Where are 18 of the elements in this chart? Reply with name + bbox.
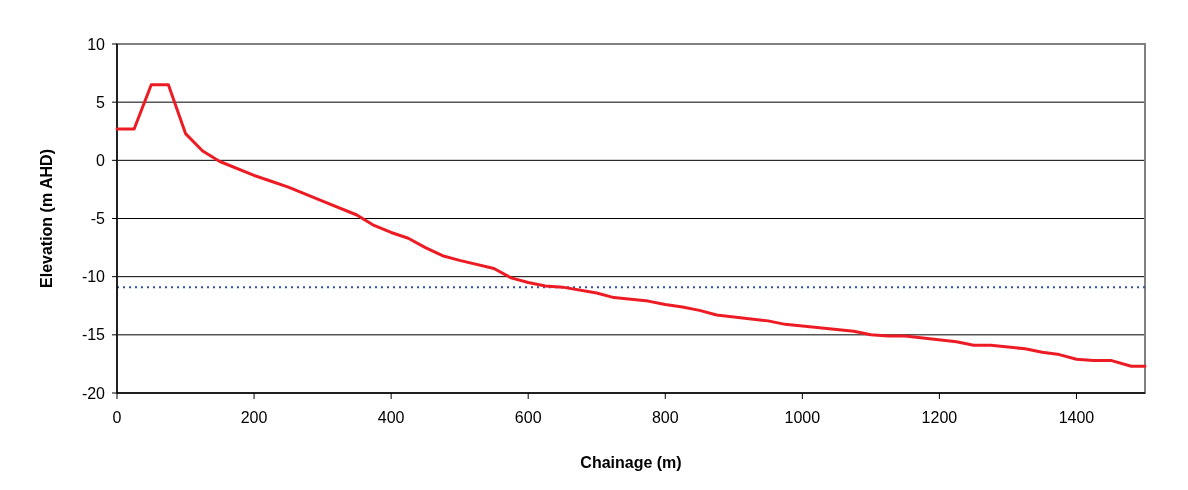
y-tick-label: 5	[96, 93, 106, 111]
x-tick-label: 1400	[1058, 409, 1095, 426]
x-tick-label: 0	[112, 409, 122, 426]
x-tick-label: 400	[377, 409, 405, 426]
y-tick-label: -15	[81, 326, 106, 344]
x-axis-title: Chainage (m)	[580, 454, 682, 471]
y-tick-label: 10	[87, 35, 106, 53]
x-tick-label: 600	[514, 409, 542, 426]
x-tick-label: 1200	[921, 409, 958, 426]
x-tick-label: 200	[240, 409, 268, 426]
y-axis-title: Elevation (m AHD)	[38, 149, 55, 288]
y-tick-label: 0	[96, 151, 106, 169]
y-tick-label: -5	[90, 210, 106, 228]
y-tick-label: -10	[81, 268, 106, 286]
line-series	[115, 83, 1147, 368]
x-tick-label: 800	[651, 409, 679, 426]
y-tick-label: -20	[81, 384, 106, 402]
x-tick-label: 1000	[784, 409, 821, 426]
